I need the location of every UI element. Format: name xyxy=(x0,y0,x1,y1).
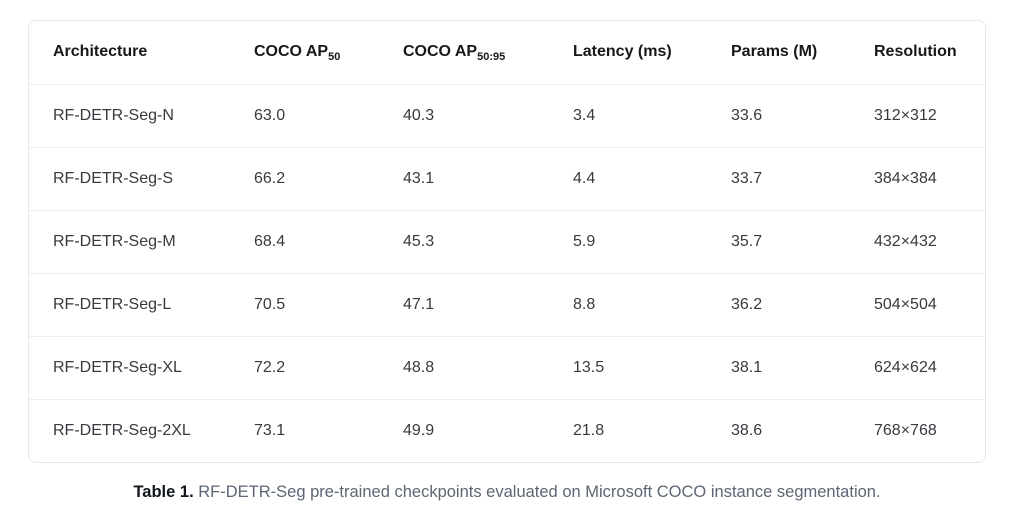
cell-resolution: 432×432 xyxy=(874,232,937,250)
column-header-label: Params (M) xyxy=(731,43,818,61)
cell-resolution: 384×384 xyxy=(874,169,937,187)
table-row: RF-DETR-Seg-L 70.5 47.1 8.8 36.2 504×504 xyxy=(29,273,985,336)
table-row: RF-DETR-Seg-XL 72.2 48.8 13.5 38.1 624×6… xyxy=(29,336,985,399)
cell-ap50: 63.0 xyxy=(254,106,286,124)
cell-params: 38.6 xyxy=(731,421,763,439)
cell-architecture: RF-DETR-Seg-2XL xyxy=(53,421,191,439)
column-header-architecture: Architecture xyxy=(29,21,254,85)
cell-params: 33.7 xyxy=(731,169,763,187)
table-row: RF-DETR-Seg-2XL 73.1 49.9 21.8 38.6 768×… xyxy=(29,399,985,462)
cell-ap50-95: 43.1 xyxy=(403,169,435,187)
cell-params: 38.1 xyxy=(731,358,763,376)
table-row: RF-DETR-Seg-M 68.4 45.3 5.9 35.7 432×432 xyxy=(29,210,985,273)
cell-params: 33.6 xyxy=(731,106,763,124)
table-body: RF-DETR-Seg-N 63.0 40.3 3.4 33.6 312×312… xyxy=(29,84,985,462)
cell-architecture: RF-DETR-Seg-XL xyxy=(53,358,182,376)
column-header-label: Resolution xyxy=(874,43,957,61)
cell-latency: 4.4 xyxy=(573,169,596,187)
column-header-label: COCO AP xyxy=(403,43,478,61)
column-header-subscript: 50 xyxy=(328,51,341,64)
cell-ap50-95: 47.1 xyxy=(403,295,435,313)
cell-resolution: 768×768 xyxy=(874,421,937,439)
cell-latency: 3.4 xyxy=(573,106,596,124)
cell-architecture: RF-DETR-Seg-N xyxy=(53,106,174,124)
column-header-latency: Latency (ms) xyxy=(573,21,731,85)
benchmark-table: Architecture COCO AP50 COCO AP50:95 Late… xyxy=(29,21,985,462)
table-row: RF-DETR-Seg-S 66.2 43.1 4.4 33.7 384×384 xyxy=(29,147,985,210)
cell-params: 36.2 xyxy=(731,295,763,313)
cell-ap50-95: 48.8 xyxy=(403,358,435,376)
benchmark-table-card: Architecture COCO AP50 COCO AP50:95 Late… xyxy=(28,20,986,463)
cell-ap50: 73.1 xyxy=(254,421,286,439)
header-row: Architecture COCO AP50 COCO AP50:95 Late… xyxy=(29,21,985,85)
cell-latency: 5.9 xyxy=(573,232,596,250)
cell-ap50-95: 40.3 xyxy=(403,106,435,124)
cell-params: 35.7 xyxy=(731,232,763,250)
cell-latency: 21.8 xyxy=(573,421,605,439)
table-row: RF-DETR-Seg-N 63.0 40.3 3.4 33.6 312×312 xyxy=(29,84,985,147)
cell-ap50-95: 45.3 xyxy=(403,232,435,250)
cell-architecture: RF-DETR-Seg-S xyxy=(53,169,174,187)
column-header-label: Latency (ms) xyxy=(573,43,672,61)
table-header: Architecture COCO AP50 COCO AP50:95 Late… xyxy=(29,21,985,85)
column-header-coco-ap50-95: COCO AP50:95 xyxy=(403,21,573,85)
table-caption-label: Table 1. xyxy=(133,483,194,501)
cell-ap50: 68.4 xyxy=(254,232,286,250)
cell-latency: 13.5 xyxy=(573,358,605,376)
cell-resolution: 312×312 xyxy=(874,106,937,124)
column-header-resolution: Resolution xyxy=(874,21,985,85)
table-caption-text: RF-DETR-Seg pre-trained checkpoints eval… xyxy=(193,483,881,501)
column-header-label: COCO AP xyxy=(254,43,329,61)
cell-resolution: 624×624 xyxy=(874,358,937,376)
cell-architecture: RF-DETR-Seg-M xyxy=(53,232,176,250)
cell-resolution: 504×504 xyxy=(874,295,937,313)
cell-ap50: 70.5 xyxy=(254,295,286,313)
column-header-params: Params (M) xyxy=(731,21,874,85)
column-header-subscript: 50:95 xyxy=(477,51,506,64)
cell-ap50: 72.2 xyxy=(254,358,286,376)
cell-ap50: 66.2 xyxy=(254,169,286,187)
cell-ap50-95: 49.9 xyxy=(403,421,435,439)
column-header-coco-ap50: COCO AP50 xyxy=(254,21,403,85)
column-header-label: Architecture xyxy=(53,43,148,61)
cell-latency: 8.8 xyxy=(573,295,596,313)
cell-architecture: RF-DETR-Seg-L xyxy=(53,295,172,313)
table-caption: Table 1. RF-DETR-Seg pre-trained checkpo… xyxy=(0,481,1014,503)
